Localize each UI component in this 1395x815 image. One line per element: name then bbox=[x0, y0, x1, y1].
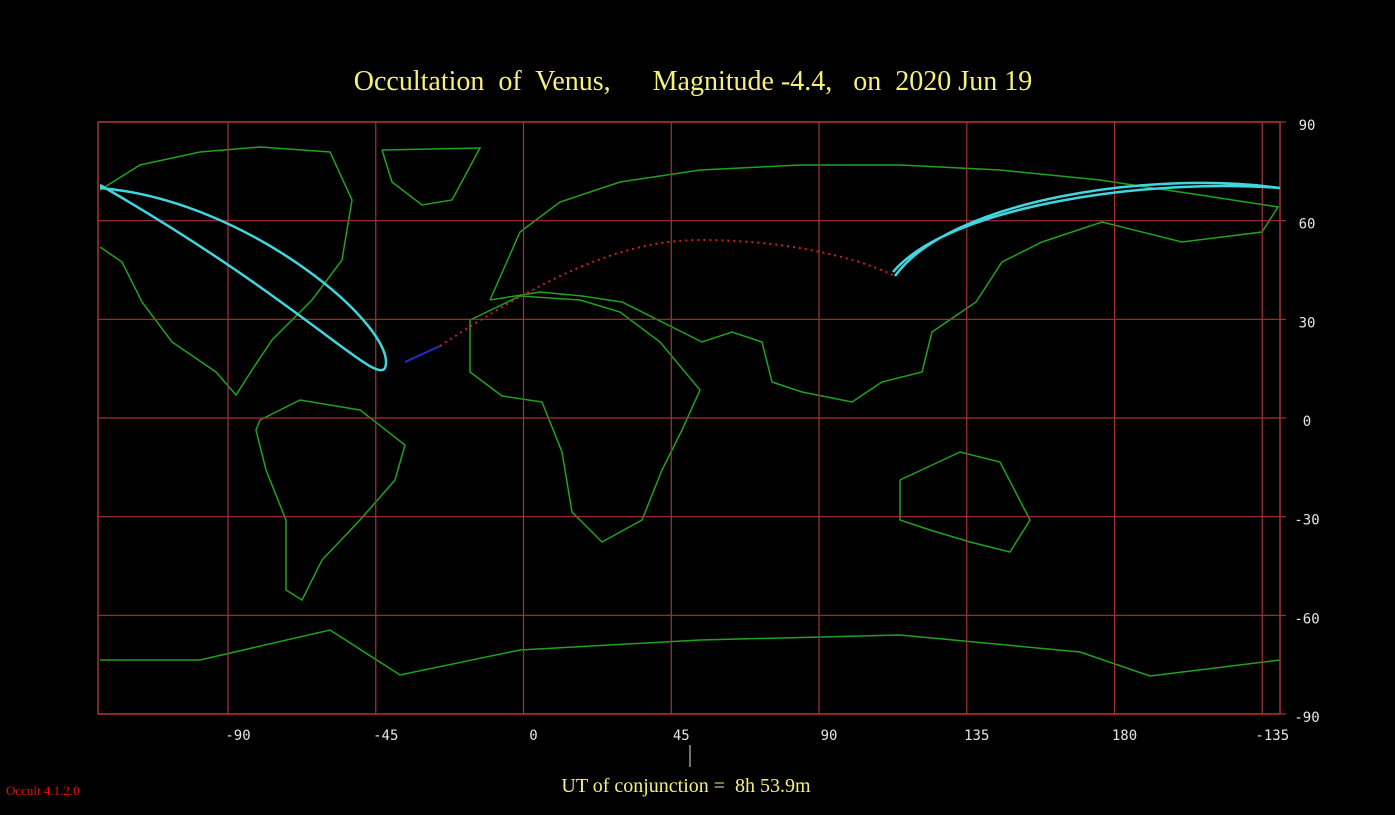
occultation-limit-west bbox=[99, 183, 388, 372]
x-tick-label: 180 bbox=[1112, 728, 1137, 744]
x-tick-label: -90 bbox=[225, 728, 250, 744]
y-tick-label: -90 bbox=[1294, 710, 1319, 726]
y-tick-label: 60 bbox=[1299, 217, 1316, 233]
y-tick-label: 30 bbox=[1299, 315, 1316, 331]
conjunction-time: UT of conjunction = 8h 53.9m bbox=[561, 775, 811, 797]
eurasia bbox=[489, 164, 1280, 403]
greenland bbox=[381, 147, 482, 206]
map-frame bbox=[97, 121, 1281, 715]
australia bbox=[899, 451, 1031, 553]
y-tick-label: 90 bbox=[1299, 118, 1316, 134]
x-tick-label: -45 bbox=[373, 728, 398, 744]
x-tick-label: -135 bbox=[1255, 728, 1289, 744]
x-tick-label: 45 bbox=[673, 728, 690, 744]
version: Occult 4.1.2.0 bbox=[6, 783, 80, 798]
title: Occultation of Venus, Magnitude -4.4, on… bbox=[354, 66, 1032, 97]
y-tick-label: 0 bbox=[1303, 414, 1311, 430]
occultation-limit-east bbox=[892, 181, 1281, 277]
x-tick-label: 135 bbox=[964, 728, 989, 744]
y-tick-label: -30 bbox=[1294, 513, 1319, 529]
north-america bbox=[99, 146, 353, 397]
x-tick-label: 90 bbox=[821, 728, 838, 744]
daylight-track bbox=[404, 345, 441, 363]
central-track bbox=[439, 238, 894, 347]
africa bbox=[469, 295, 701, 543]
x-tick-label: 0 bbox=[529, 728, 537, 744]
y-tick-label: -60 bbox=[1294, 611, 1319, 627]
south-america bbox=[255, 399, 406, 602]
